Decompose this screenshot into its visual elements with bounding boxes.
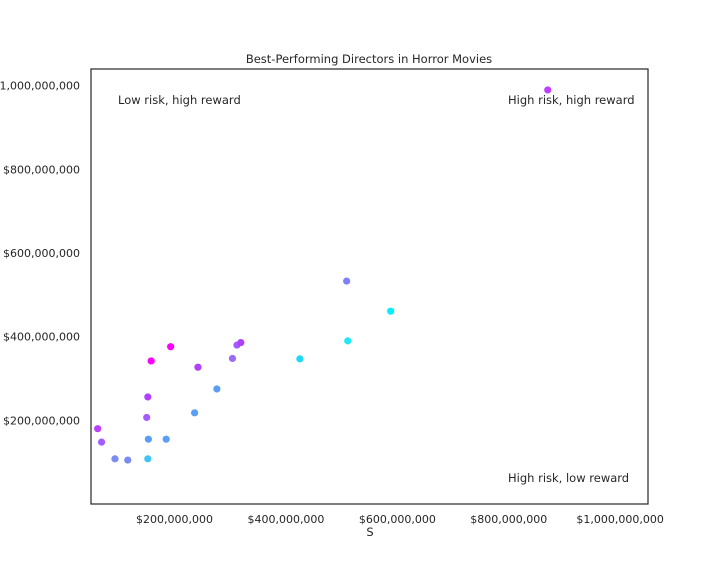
annotation-low-risk-high-reward: Low risk, high reward [118, 93, 241, 107]
data-point [162, 435, 170, 443]
x-tick-label: $600,000,000 [359, 513, 436, 526]
data-point [296, 355, 304, 363]
data-point [387, 307, 395, 315]
y-axis-ticks: $200,000,000 $400,000,000 $600,000,000 $800… [0, 80, 80, 428]
data-point [147, 357, 155, 365]
chart-title: Best-Performing Directors in Horror Movi… [246, 52, 492, 66]
data-point [94, 425, 102, 433]
x-axis-label: S [366, 525, 373, 539]
y-tick-label: $200,000,000 [3, 414, 80, 427]
y-tick-label: $800,000,000 [3, 163, 80, 176]
data-point [191, 409, 199, 417]
annotation-high-risk-high-reward: High risk, high reward [508, 93, 635, 107]
plot-frame [90, 68, 649, 505]
quadrant-annotations: Low risk, high reward High risk, high re… [118, 93, 635, 485]
annotation-high-risk-low-reward: High risk, low reward [508, 471, 629, 485]
data-point [124, 456, 132, 464]
data-point [194, 363, 202, 371]
x-axis-ticks: $200,000,000 $400,000,000 $600,000,000 $800… [136, 513, 664, 526]
data-point [144, 455, 152, 463]
data-point [143, 413, 151, 422]
x-tick-label: $200,000,000 [136, 513, 213, 526]
data-point [228, 354, 237, 363]
y-tick-label: $600,000,000 [3, 247, 80, 260]
data-point [544, 86, 552, 94]
data-point [144, 435, 152, 443]
data-point [237, 338, 245, 347]
y-tick-label: $1,000,000,000 [0, 80, 80, 93]
data-point [111, 455, 119, 463]
data-point [213, 385, 221, 393]
x-tick-label: $1,000,000,000 [576, 513, 663, 526]
data-point [344, 337, 352, 345]
data-point [343, 277, 351, 285]
x-tick-label: $800,000,000 [470, 513, 547, 526]
scatter-points [94, 86, 552, 464]
x-tick-label: $400,000,000 [247, 513, 324, 526]
data-point [97, 438, 106, 446]
data-point [167, 343, 175, 351]
data-point [144, 393, 152, 401]
y-tick-label: $400,000,000 [3, 331, 80, 344]
